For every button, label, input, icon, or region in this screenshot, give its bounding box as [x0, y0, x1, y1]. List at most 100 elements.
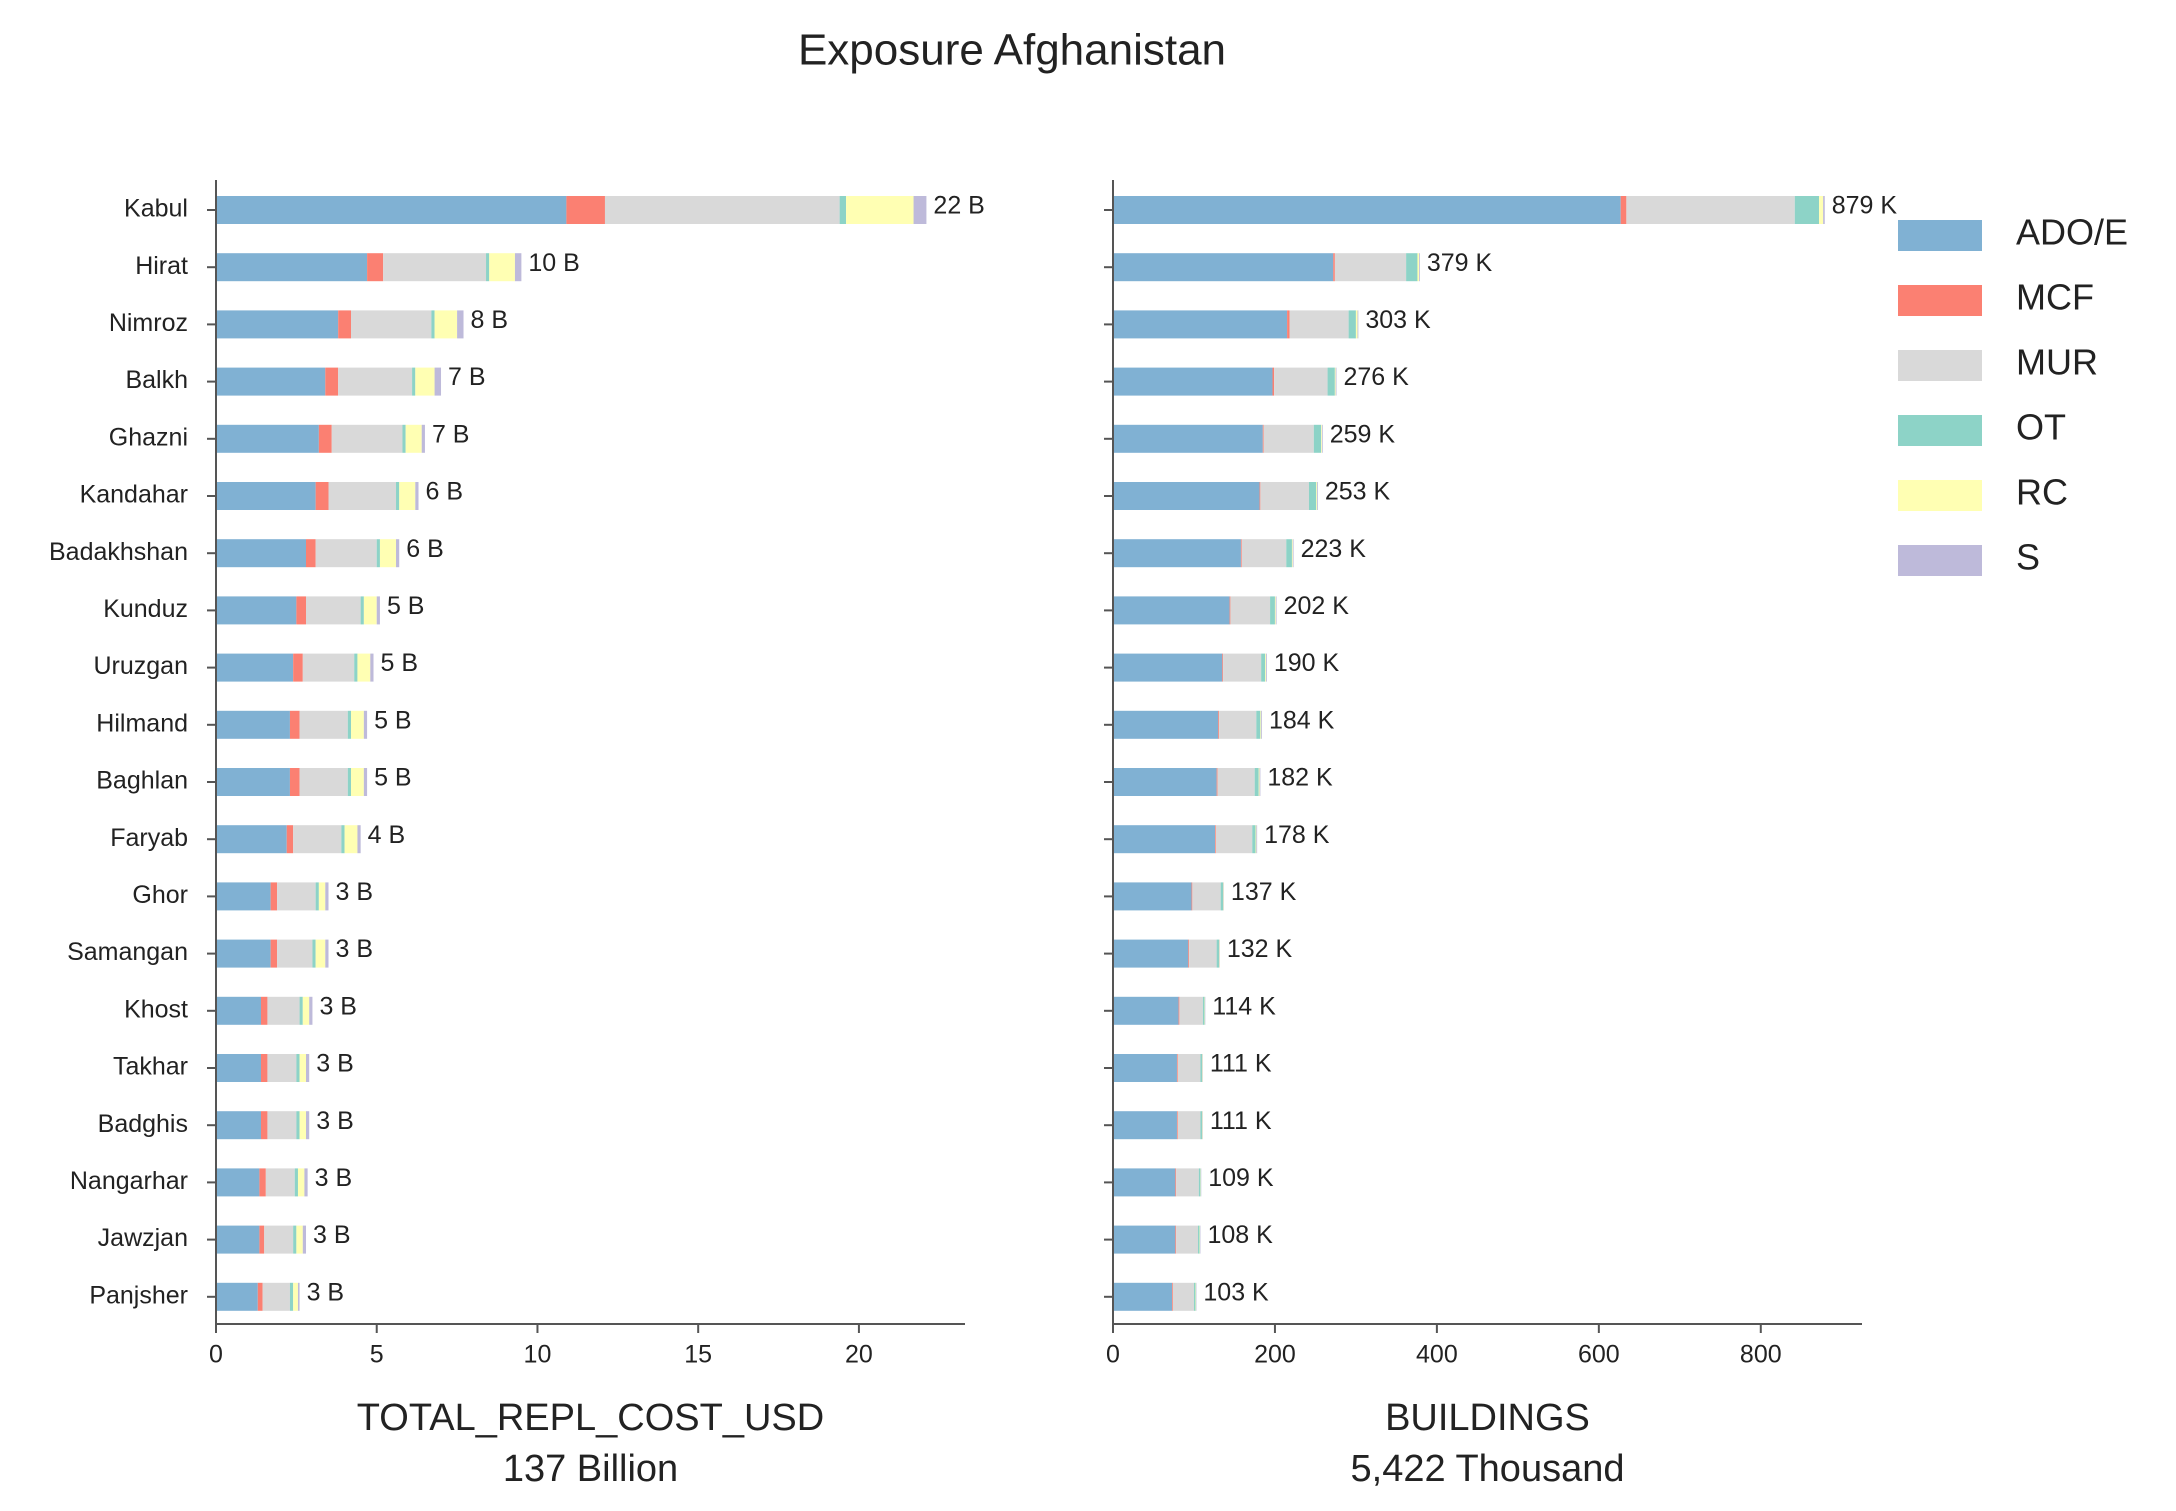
bar-segment — [1266, 653, 1267, 682]
bar-segment — [216, 253, 368, 282]
bar-segment — [1357, 310, 1359, 339]
bar-segment — [216, 424, 319, 453]
total-label: 114 K — [1212, 992, 1276, 1020]
bar-segment — [297, 1168, 305, 1197]
bar-segment — [216, 939, 271, 968]
bar-segment — [257, 1282, 263, 1311]
x-tick-label: 600 — [1578, 1341, 1620, 1369]
legend-swatch — [1898, 285, 1982, 316]
total-label: 3 B — [336, 935, 374, 963]
bar-segment — [1113, 253, 1334, 282]
y-tick-label: Nimroz — [109, 309, 188, 337]
bar-segment — [1218, 710, 1220, 739]
bar-segment — [363, 768, 368, 796]
bar-segment — [1348, 310, 1356, 339]
bar-segment — [306, 539, 316, 568]
bar-segment — [1327, 367, 1335, 396]
bar-segment — [1258, 768, 1260, 796]
y-tick-label: Jawzjan — [98, 1224, 188, 1252]
bar-segment — [604, 196, 840, 224]
bar-segment — [216, 596, 297, 625]
bar-segment — [296, 596, 307, 625]
legend-swatch — [1898, 545, 1982, 576]
bar-segment — [1263, 424, 1314, 453]
bar-segment — [1274, 596, 1276, 625]
bar-segment — [1200, 1111, 1203, 1140]
bar-segment — [1191, 882, 1193, 911]
x-tick-label: 20 — [845, 1341, 873, 1369]
legend-label: S — [2016, 537, 2040, 578]
bar-segment — [1406, 253, 1418, 282]
bar-segment — [216, 710, 290, 739]
bar-segment — [1113, 939, 1189, 968]
bar-segment — [315, 882, 319, 911]
bar-segment — [262, 1282, 290, 1311]
bar-segment — [1193, 1282, 1196, 1311]
bar-segment — [357, 653, 371, 682]
bar-segment — [216, 768, 290, 796]
bar-segment — [1334, 253, 1407, 282]
legend-swatch — [1898, 480, 1982, 511]
bar-segment — [1192, 882, 1221, 911]
total-label: 879 K — [1832, 192, 1898, 220]
total-label: 202 K — [1284, 592, 1350, 620]
bar-segment — [299, 768, 348, 796]
y-tick-label: Hilmand — [96, 709, 188, 737]
bar-segment — [1316, 482, 1318, 510]
bar-segment — [1176, 1054, 1178, 1082]
total-label: 3 B — [307, 1278, 345, 1306]
bar-segment — [434, 367, 442, 396]
bar-segment — [402, 424, 406, 453]
total-label: 190 K — [1274, 649, 1340, 677]
bar-segment — [325, 939, 329, 968]
bar-segment — [1113, 653, 1223, 682]
bar-segment — [354, 653, 358, 682]
bar-segment — [1287, 310, 1290, 339]
bar-segment — [309, 996, 313, 1025]
bar-segment — [347, 710, 352, 739]
y-tick-label: Samangan — [67, 938, 188, 966]
bar-segment — [1113, 539, 1241, 568]
bar-segment — [1229, 596, 1231, 625]
bar-segment — [325, 367, 339, 396]
total-label: 7 B — [448, 363, 486, 391]
y-tick-label: Ghor — [132, 881, 188, 909]
bar-segment — [216, 1282, 258, 1311]
x-axis-subtitle: 5,422 Thousand — [1351, 1448, 1625, 1490]
bar-segment — [1823, 196, 1825, 224]
bar-segment — [1113, 1111, 1177, 1140]
total-label: 223 K — [1301, 535, 1367, 563]
bar-segment — [302, 653, 355, 682]
total-label: 108 K — [1207, 1221, 1273, 1249]
total-label: 22 B — [933, 192, 984, 220]
bar-segment — [296, 1225, 303, 1254]
bar-segment — [1113, 710, 1219, 739]
bar-segment — [341, 825, 345, 854]
bar-segment — [363, 710, 368, 739]
bar-segment — [1256, 710, 1261, 739]
bar-segment — [1113, 310, 1288, 339]
bar-segment — [306, 1111, 310, 1140]
bar-segment — [367, 253, 384, 282]
total-label: 3 B — [319, 992, 357, 1020]
legend-swatch — [1898, 350, 1982, 381]
bar-segment — [1200, 1054, 1203, 1082]
y-tick-label: Kabul — [124, 195, 188, 223]
bar-segment — [1256, 825, 1258, 854]
bar-segment — [1179, 996, 1203, 1025]
bar-segment — [1255, 825, 1257, 854]
bar-segment — [1794, 196, 1820, 224]
total-label: 109 K — [1208, 1164, 1274, 1192]
bar-segment — [216, 310, 339, 339]
bar-segment — [1113, 996, 1179, 1025]
bar-segment — [351, 710, 364, 739]
legend-label: OT — [2016, 407, 2066, 448]
bar-segment — [421, 424, 425, 453]
bar-segment — [396, 482, 400, 510]
bar-segment — [489, 253, 515, 282]
total-label: 5 B — [374, 706, 412, 734]
bar-segment — [312, 939, 316, 968]
bar-segment — [277, 882, 316, 911]
x-axis-subtitle: 137 Billion — [503, 1448, 678, 1490]
